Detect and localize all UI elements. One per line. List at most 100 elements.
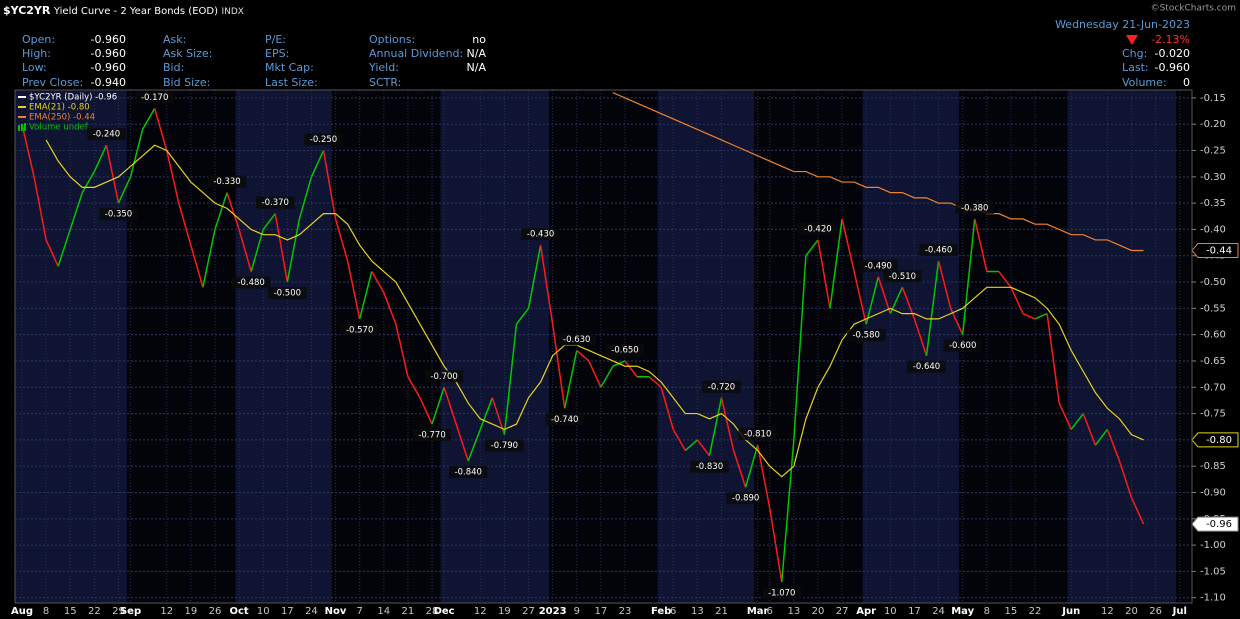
price-segment	[69, 192, 84, 230]
y-tick-label: -0.70	[1200, 382, 1226, 393]
annotation: -0.370	[262, 198, 289, 208]
price-segment	[756, 445, 771, 509]
x-tick-label: May	[951, 606, 974, 617]
price-segment	[479, 397, 494, 430]
x-tick-label: 10	[257, 606, 270, 617]
price-segment	[45, 239, 59, 267]
price-segment	[961, 218, 976, 335]
price-segment	[81, 171, 96, 193]
annotation-box	[449, 465, 488, 478]
annotation-box	[883, 270, 922, 283]
change-percent: -2.13%	[1151, 33, 1190, 46]
quote-label: Ask:	[163, 33, 186, 46]
x-tick-label: 6	[670, 606, 676, 617]
annotation: -0.810	[744, 430, 771, 440]
quote-label: Low:	[22, 61, 47, 74]
annotation-box	[99, 208, 138, 221]
annotation-box	[726, 492, 765, 505]
annotation-box	[762, 586, 801, 599]
annotation: -0.420	[804, 224, 831, 234]
last-value-tag	[1191, 432, 1239, 448]
quote-label: Yield:	[368, 61, 399, 74]
annotation-box	[702, 380, 741, 393]
price-segment	[503, 324, 518, 435]
annotation: -0.740	[551, 415, 578, 425]
price-segment	[1094, 428, 1108, 446]
x-tick-label: Dec	[434, 606, 455, 617]
exchange: INDX	[221, 7, 243, 17]
price-segment	[588, 360, 602, 388]
y-tick-label: -0.50	[1200, 277, 1226, 288]
x-tick-label: 15	[1005, 606, 1018, 617]
x-tick-label: 13	[691, 606, 704, 617]
price-segment	[467, 429, 481, 462]
y-tick-label: -0.65	[1200, 356, 1226, 367]
annotation: -0.170	[141, 93, 168, 103]
price-segment	[57, 229, 71, 267]
price-segment	[841, 218, 855, 272]
x-tick-label: 14	[377, 606, 390, 617]
annotation: -0.490	[865, 261, 892, 271]
y-tick-label: -0.55	[1200, 303, 1226, 314]
price-segment	[660, 387, 674, 430]
price-segment	[672, 428, 686, 451]
price-segment	[768, 508, 783, 583]
price-segment	[781, 439, 795, 583]
month-band	[657, 90, 755, 603]
legend-swatch	[24, 123, 26, 131]
plot-frame	[14, 89, 1193, 604]
x-tick-label: 8	[43, 606, 49, 617]
price-segment	[33, 176, 47, 241]
annotation: -0.630	[563, 335, 590, 345]
quote-value: -0.020	[1155, 47, 1190, 60]
x-tick-label: 12	[1101, 606, 1114, 617]
annotation-box	[847, 329, 886, 342]
annotation-box	[424, 370, 464, 383]
price-segment	[1046, 313, 1060, 404]
month-band	[1067, 90, 1177, 603]
annotation: -0.510	[889, 272, 916, 282]
price-segment	[238, 229, 252, 272]
x-tick-label: 19	[498, 606, 511, 617]
annotation: -0.380	[961, 203, 988, 213]
x-tick-label: Oct	[229, 606, 248, 617]
copyright: ©StockCharts.com	[1151, 4, 1236, 14]
annotation-box	[690, 460, 729, 473]
price-segment	[214, 192, 228, 230]
price-segment	[262, 213, 276, 230]
x-tick-label: 17	[281, 606, 294, 617]
last-value-label: -0.96	[1206, 519, 1232, 530]
price-segment	[1034, 312, 1048, 320]
price-segment	[998, 271, 1012, 288]
price-segment	[93, 144, 108, 172]
price-segment	[696, 439, 711, 457]
month-band	[862, 90, 960, 603]
x-tick-label: 12	[160, 606, 173, 617]
annotation-box	[955, 201, 994, 214]
quote-label: SCTR:	[369, 76, 401, 89]
price-segment	[431, 387, 445, 425]
price-segment	[600, 365, 614, 388]
price-segment	[865, 276, 879, 325]
y-tick-label: -0.20	[1200, 119, 1226, 130]
annotation-box	[798, 222, 838, 235]
price-segment	[202, 229, 216, 288]
annotation: -0.840	[455, 467, 482, 477]
annotation: -0.580	[852, 331, 879, 341]
price-segment	[274, 213, 289, 283]
price-segment	[298, 176, 313, 220]
x-tick-label: 26	[1149, 606, 1162, 617]
instrument-name: Yield Curve - 2 Year Bonds (EOD)	[53, 6, 218, 17]
price-segment	[817, 239, 831, 309]
quote-label: Ask Size:	[163, 47, 212, 60]
annotation: -0.350	[105, 210, 132, 220]
x-tick-label: Aug	[11, 606, 33, 617]
annotation: -0.640	[913, 362, 940, 372]
price-segment	[129, 129, 144, 178]
quote-label: Bid:	[163, 61, 184, 74]
price-segment	[720, 397, 735, 451]
quote-value: N/A	[467, 61, 487, 74]
price-segment	[539, 245, 554, 325]
price-segment	[105, 145, 120, 204]
